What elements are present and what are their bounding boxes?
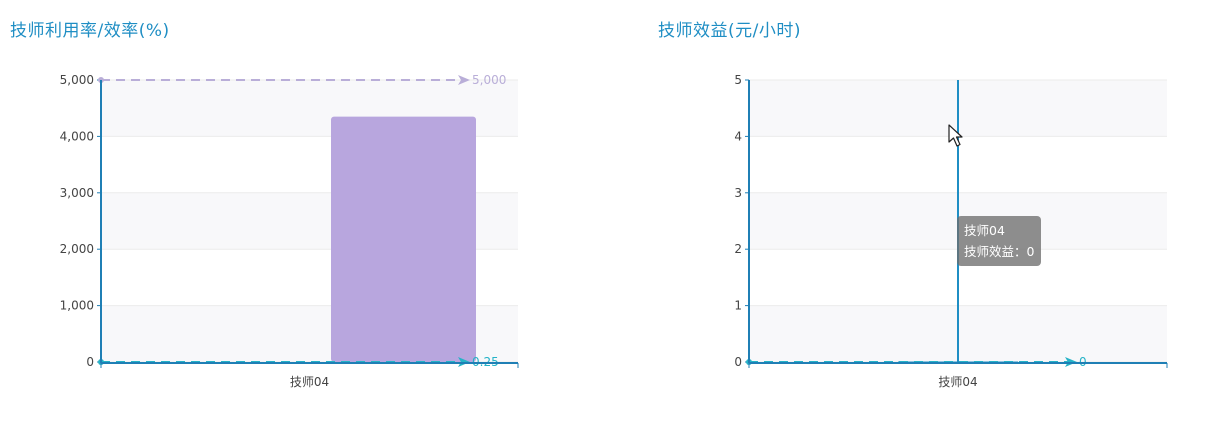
- y-tick-label: 4: [734, 129, 742, 143]
- y-tick-label: 0: [734, 355, 742, 369]
- x-tick-label: 技师04: [938, 375, 977, 389]
- utilization-chart-panel: 技师利用率/效率(%) 0 1,000 2,000 3,000 4,000 5,000 5,…: [0, 0, 600, 430]
- utilization-chart-title: 技师利用率/效率(%): [10, 21, 170, 41]
- y-tick-label: 5,000: [60, 73, 94, 87]
- mouse-pointer-icon: [948, 124, 963, 147]
- y-tick-label: 2,000: [60, 242, 94, 256]
- y-tick-label: 1,000: [60, 299, 94, 313]
- chart-tooltip: 技师04 技师效益：0: [957, 216, 1042, 266]
- y-tick-label: 2: [734, 242, 742, 256]
- x-tick-label: 技师04: [290, 375, 329, 389]
- efficiency-chart: 0 1 2 3 4 5 0 技师04: [734, 73, 1168, 389]
- tooltip-category: 技师04: [964, 223, 1005, 238]
- tooltip-value: 0: [1026, 244, 1035, 259]
- efficiency-chart-title: 技师效益(元/小时): [658, 21, 801, 41]
- y-tick-label: 3: [734, 186, 742, 200]
- y-tick-label: 1: [734, 299, 742, 313]
- y-tick-label: 0: [86, 355, 94, 369]
- arrow-icon: [458, 75, 470, 85]
- bar: [331, 116, 476, 362]
- y-tick-label: 5: [734, 73, 742, 87]
- y-tick-label: 3,000: [60, 186, 94, 200]
- efficiency-chart-panel: 技师效益(元/小时) 0 1 2 3 4 5 0 技师04 技师04 技师效益：0: [648, 0, 1220, 430]
- tooltip-value-row: 技师效益：0: [964, 241, 1034, 262]
- reference-line-label: 5,000: [472, 73, 506, 87]
- tooltip-series-label: 技师效益: [964, 244, 1015, 259]
- y-tick-label: 4,000: [60, 129, 94, 143]
- tooltip-separator: ：: [1014, 244, 1027, 259]
